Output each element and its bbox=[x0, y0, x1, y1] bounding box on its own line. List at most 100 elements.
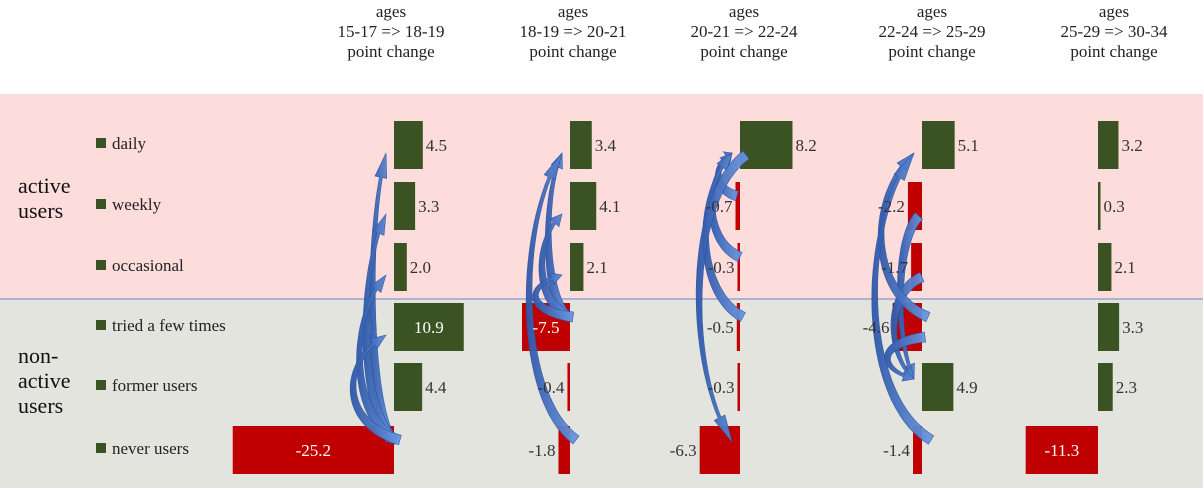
value-label-2-2: -0.3 bbox=[708, 258, 735, 277]
bar-4-1 bbox=[1098, 182, 1101, 230]
flow-arrow-3 bbox=[349, 334, 402, 446]
bar-1-4 bbox=[567, 363, 570, 411]
group-label-line: users bbox=[18, 393, 64, 418]
bar-1-0 bbox=[570, 121, 592, 169]
flow-arrow-7 bbox=[525, 152, 580, 445]
value-label-2-4: -0.3 bbox=[708, 378, 735, 397]
panel-header-line: 25-29 => 30-34 bbox=[1060, 22, 1168, 41]
group-label-active: active users bbox=[18, 173, 71, 223]
value-label-1-3: -7.5 bbox=[533, 318, 560, 337]
row-label-3: tried a few times bbox=[96, 316, 226, 336]
value-label-3-1: -2.2 bbox=[878, 197, 905, 216]
row-label-0: daily bbox=[96, 134, 146, 154]
bar-3-2 bbox=[911, 243, 922, 291]
bar-0-1 bbox=[394, 182, 416, 230]
row-label-text: former users bbox=[112, 376, 198, 395]
bar-1-1 bbox=[570, 182, 597, 230]
value-label-4-5: -11.3 bbox=[1044, 441, 1079, 460]
value-label-1-2: 2.1 bbox=[586, 258, 607, 277]
panel-header-line: 18-19 => 20-21 bbox=[519, 22, 627, 41]
bar-4-5 bbox=[1025, 426, 1098, 474]
value-label-0-0: 4.5 bbox=[426, 136, 447, 155]
bar-0-2 bbox=[394, 243, 407, 291]
value-label-3-2: -1.7 bbox=[881, 258, 908, 277]
value-label-4-1: 0.3 bbox=[1104, 197, 1125, 216]
value-label-0-1: 3.3 bbox=[418, 197, 439, 216]
bar-2-0 bbox=[740, 121, 793, 169]
panel-header-line: point change bbox=[1070, 42, 1158, 61]
value-label-3-0: 5.1 bbox=[958, 136, 979, 155]
group-label-line: active bbox=[18, 368, 71, 393]
row-label-text: daily bbox=[112, 134, 146, 153]
value-label-4-4: 2.3 bbox=[1116, 378, 1137, 397]
panel-header-line: 15-17 => 18-19 bbox=[337, 22, 445, 41]
legend-square-icon bbox=[96, 199, 106, 209]
bar-0-0 bbox=[394, 121, 423, 169]
value-label-0-5: -25.2 bbox=[296, 441, 331, 460]
value-label-0-4: 4.4 bbox=[425, 378, 447, 397]
value-label-4-3: 3.3 bbox=[1122, 318, 1143, 337]
row-label-text: never users bbox=[112, 439, 189, 458]
group-label-line: non- bbox=[18, 343, 59, 368]
bar-0-4 bbox=[394, 363, 423, 411]
bar-2-4 bbox=[737, 363, 740, 411]
flow-arrow-15 bbox=[877, 152, 931, 323]
value-label-3-5: -1.4 bbox=[883, 441, 910, 460]
panel-header-line: point change bbox=[700, 42, 788, 61]
flow-arrow-2 bbox=[356, 274, 400, 445]
group-label-line: active bbox=[18, 173, 71, 198]
panel-header-1: ages 18-19 => 20-21 point change bbox=[493, 2, 653, 62]
legend-square-icon bbox=[96, 380, 106, 390]
row-label-1: weekly bbox=[96, 195, 161, 215]
panel-header-line: point change bbox=[888, 42, 976, 61]
panel-header-2: ages 20-21 => 22-24 point change bbox=[664, 2, 824, 62]
panel-header-4: ages 25-29 => 30-34 point change bbox=[1034, 2, 1194, 62]
legend-square-icon bbox=[96, 260, 106, 270]
row-label-text: weekly bbox=[112, 195, 162, 214]
flow-arrow-11 bbox=[695, 150, 750, 443]
value-label-1-0: 3.4 bbox=[595, 136, 617, 155]
legend-square-icon bbox=[96, 320, 106, 330]
legend-square-icon bbox=[96, 443, 106, 453]
flow-arrow-16 bbox=[871, 152, 935, 445]
value-label-3-3: -4.6 bbox=[863, 318, 890, 337]
panel-header-3: ages 22-24 => 25-29 point change bbox=[852, 2, 1012, 62]
panel-header-line: ages bbox=[557, 2, 589, 21]
value-label-2-0: 8.2 bbox=[795, 136, 816, 155]
bar-4-4 bbox=[1098, 363, 1113, 411]
legend-square-icon bbox=[96, 138, 106, 148]
value-label-4-0: 3.2 bbox=[1121, 136, 1142, 155]
bar-1-2 bbox=[570, 243, 584, 291]
bar-2-1 bbox=[735, 182, 740, 230]
flow-arrow-5 bbox=[538, 213, 573, 323]
group-label-line: users bbox=[18, 198, 64, 223]
value-label-2-5: -6.3 bbox=[670, 441, 697, 460]
value-label-1-5: -1.8 bbox=[529, 441, 556, 460]
flow-arrow-1 bbox=[362, 213, 398, 445]
panel-header-0: ages 15-17 => 18-19 point change bbox=[311, 2, 471, 62]
row-label-5: never users bbox=[96, 439, 189, 459]
panel-header-line: ages bbox=[916, 2, 948, 21]
active-users-band bbox=[0, 94, 1203, 299]
row-label-2: occasional bbox=[96, 256, 184, 276]
bar-0-5 bbox=[232, 426, 394, 474]
bar-0-3 bbox=[394, 303, 464, 351]
bar-2-2 bbox=[737, 243, 740, 291]
panel-header-line: point change bbox=[347, 42, 435, 61]
panel-header-line: point change bbox=[529, 42, 617, 61]
bar-4-2 bbox=[1098, 243, 1112, 291]
row-label-text: tried a few times bbox=[112, 316, 226, 335]
flow-arrow-6 bbox=[532, 272, 575, 323]
value-label-2-1: -0.7 bbox=[706, 197, 733, 216]
group-label-nonactive: non- active users bbox=[18, 343, 71, 418]
bar-2-5 bbox=[699, 426, 740, 474]
value-label-0-2: 2.0 bbox=[410, 258, 431, 277]
row-label-4: former users bbox=[96, 376, 197, 396]
value-label-2-3: -0.5 bbox=[707, 318, 734, 337]
panel-header-line: 20-21 => 22-24 bbox=[690, 22, 798, 41]
nonactive-users-band bbox=[0, 299, 1203, 488]
bar-3-4 bbox=[922, 363, 954, 411]
value-label-1-1: 4.1 bbox=[599, 197, 620, 216]
bar-4-0 bbox=[1098, 121, 1119, 169]
